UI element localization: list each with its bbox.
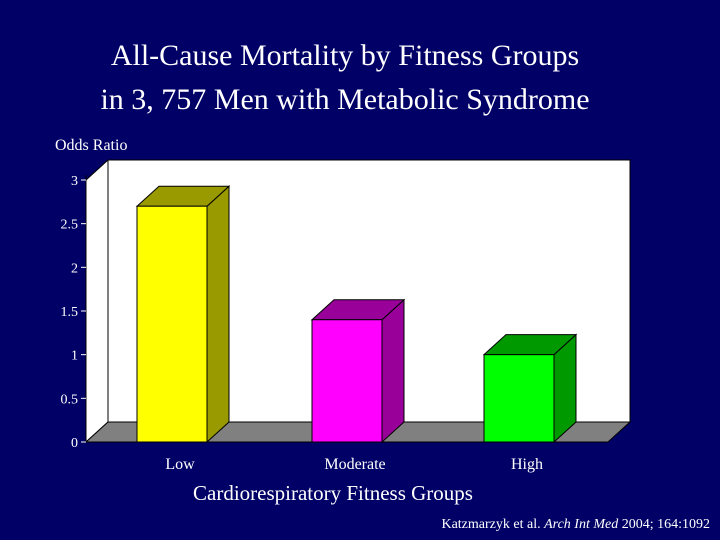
x-axis-title: Cardiorespiratory Fitness Groups [193, 481, 473, 505]
x-tick-label: High [511, 456, 543, 473]
y-tick-label: 3 [71, 174, 78, 189]
bar-side [381, 298, 405, 444]
y-tick-label: 2.5 [61, 218, 79, 233]
y-tick-label: 0.5 [61, 392, 79, 407]
y-tick-label: 0 [71, 436, 78, 451]
bar-low [136, 205, 208, 443]
x-tick-label: Moderate [324, 456, 385, 473]
citation: Katzmarzyk et al. Arch Int Med 2004; 164… [441, 517, 710, 533]
trend-annotation: p for trend <0.001 [349, 242, 495, 264]
bar-high [483, 354, 555, 443]
y-tick-label: 1.5 [61, 305, 79, 320]
citation-authors: Katzmarzyk et al. [441, 517, 545, 532]
title-line-1: All-Cause Mortality by Fitness Groups [110, 39, 580, 72]
bar-side [206, 185, 230, 444]
x-tick-label: Low [165, 456, 195, 473]
title-line-2: in 3, 757 Men with Metabolic Syndrome [100, 83, 590, 116]
slide-title: All-Cause Mortality by Fitness Groups in… [0, 34, 690, 122]
citation-details: 2004; 164:1092 [618, 517, 710, 532]
y-tick-label: 1 [71, 349, 78, 364]
bar-moderate [311, 319, 383, 443]
y-tick-label: 2 [71, 261, 78, 276]
citation-journal: Arch Int Med [544, 517, 619, 532]
y-axis-title: Odds Ratio [55, 137, 128, 154]
